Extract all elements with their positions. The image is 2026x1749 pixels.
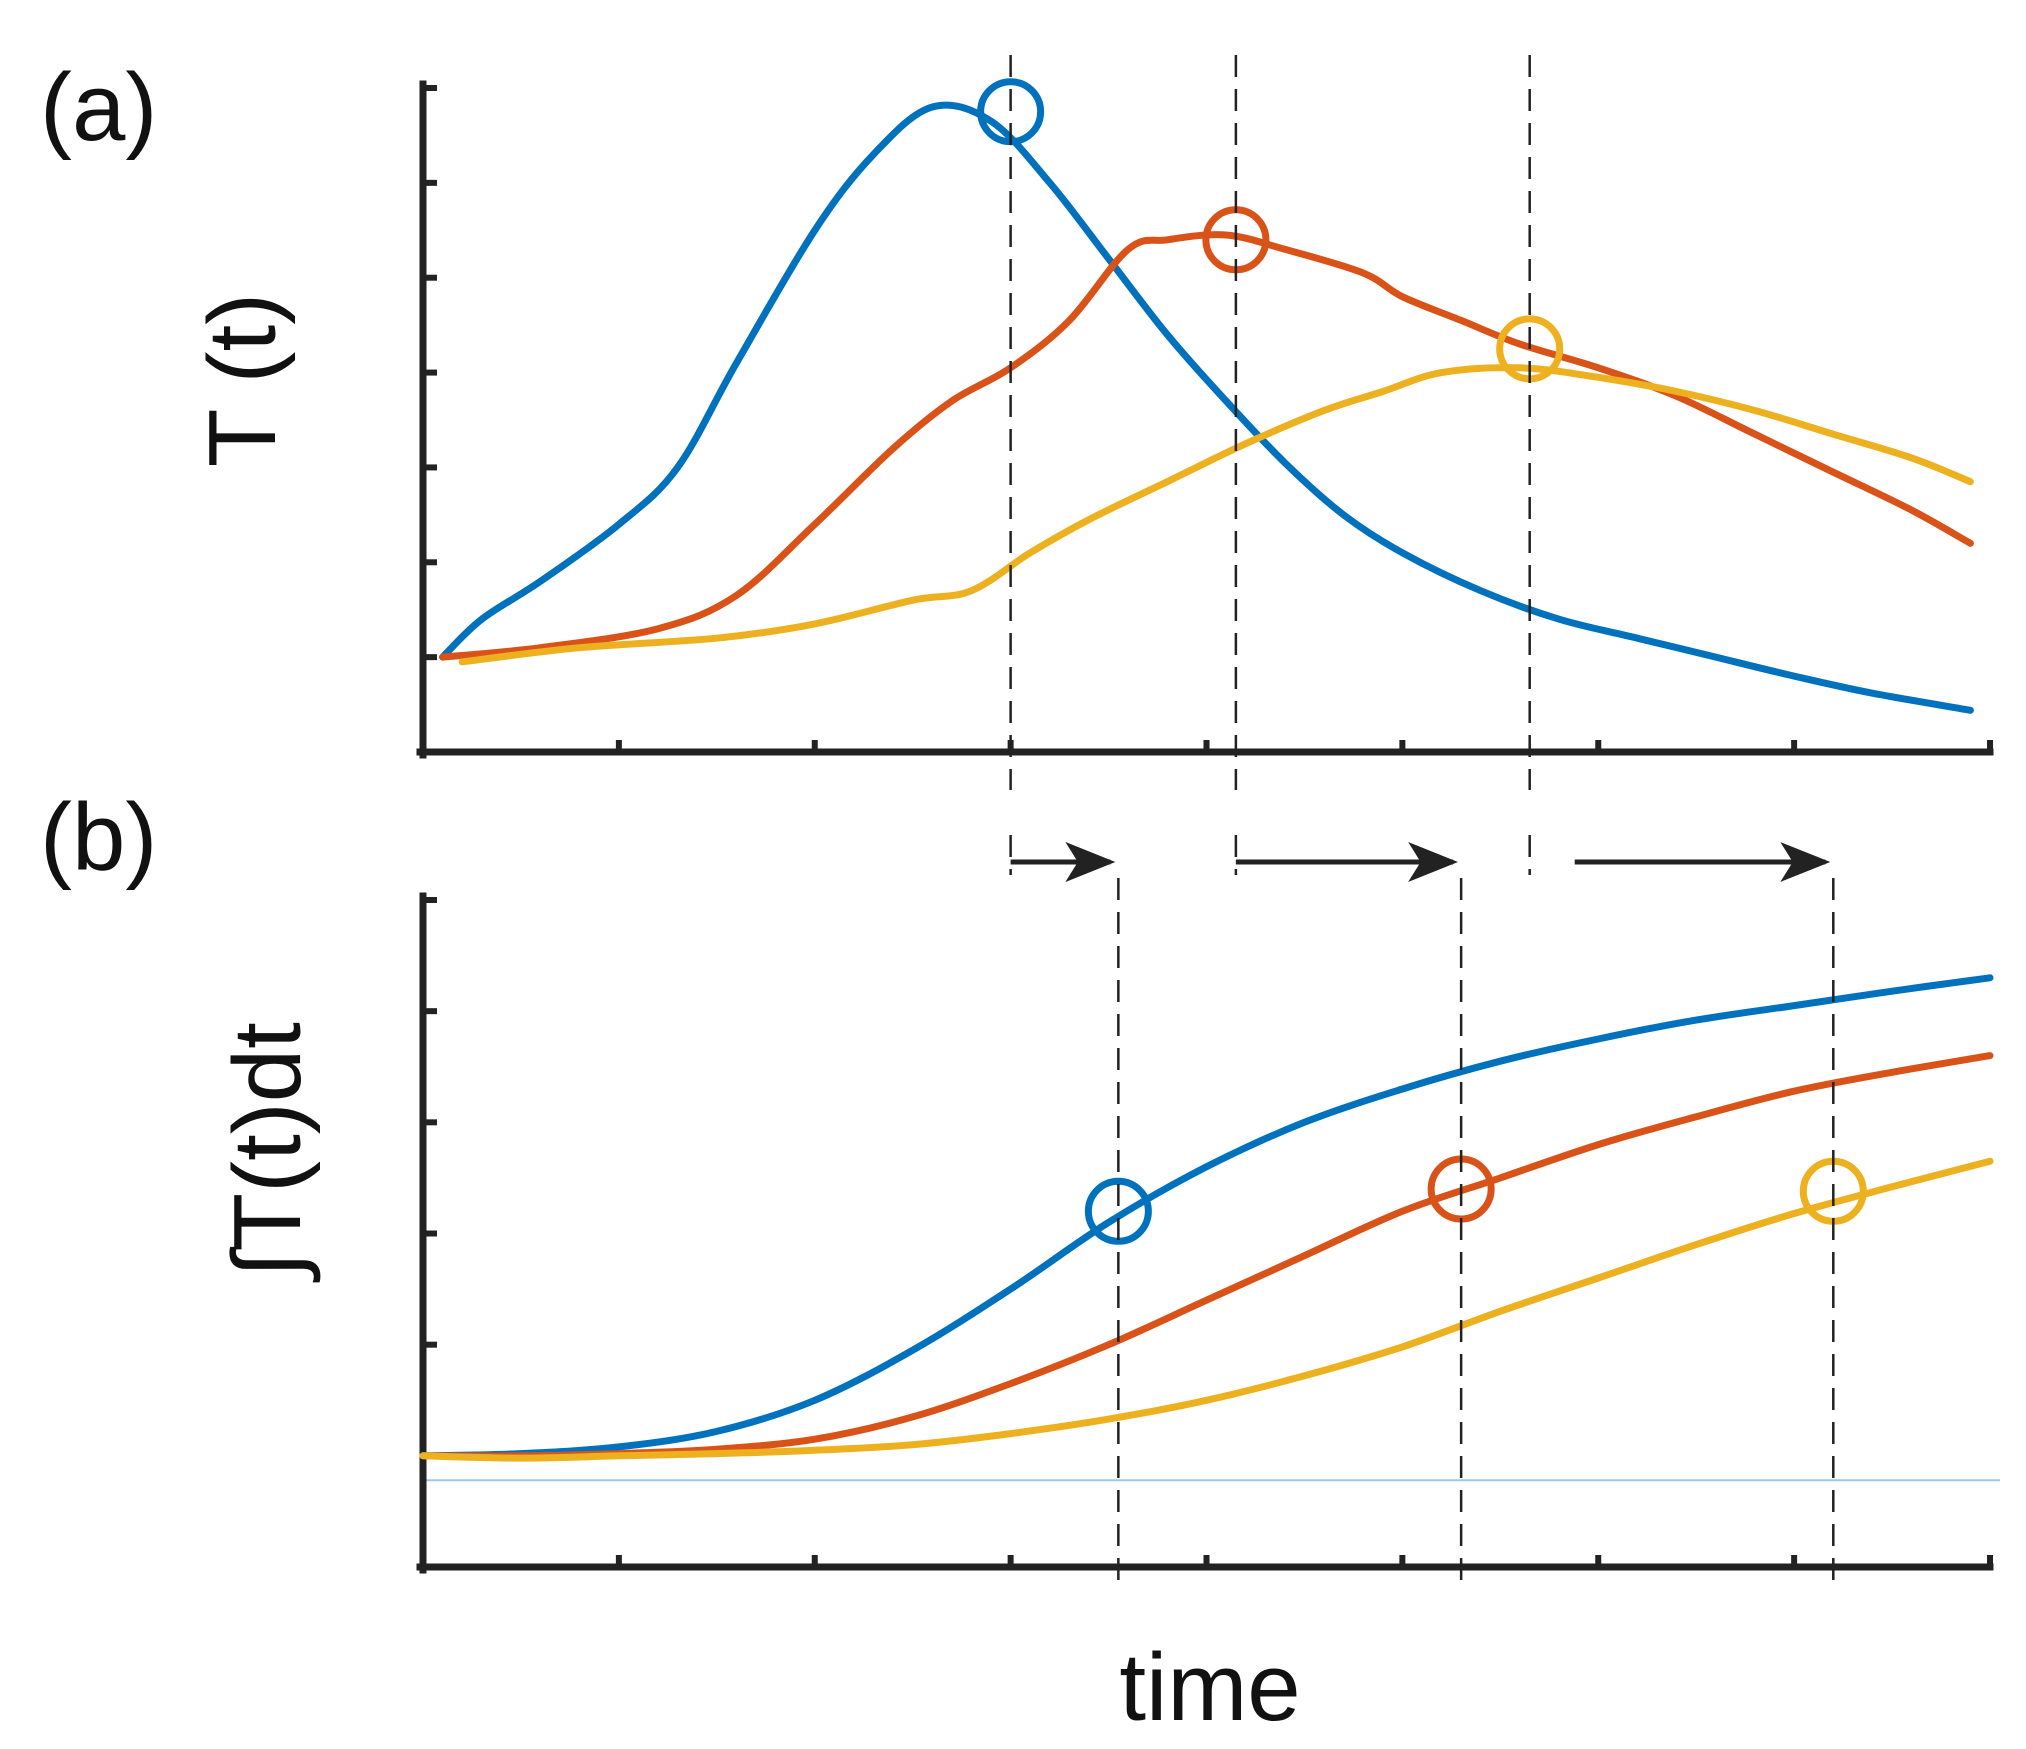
guide-lines <box>1009 55 1835 1590</box>
panel-a-plot <box>416 78 1994 759</box>
series-line-yellow <box>419 1157 1994 1462</box>
y-axis-label-b: ∫T(t)dt <box>214 1022 321 1283</box>
series-line-blue <box>419 974 1994 1460</box>
series-line-orange <box>419 1052 1994 1460</box>
series-line-yellow <box>458 364 1974 666</box>
panel-label-a: (a) <box>40 54 157 161</box>
y-axis-label-a: T (t) <box>189 293 296 467</box>
peak-marker-blue <box>1084 1177 1152 1245</box>
panel-b-plot <box>416 892 2000 1574</box>
series-line-orange <box>439 231 1974 661</box>
series-line-blue <box>439 101 1974 714</box>
x-axis-label: time <box>1119 1634 1300 1741</box>
panel-label-b: (b) <box>40 784 157 891</box>
